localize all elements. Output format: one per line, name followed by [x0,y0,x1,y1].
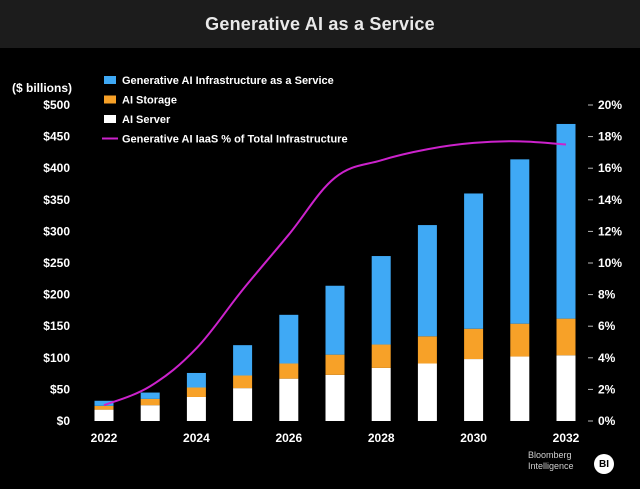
y-tick-label-right: 4% [598,351,616,365]
bar-ai-storage [279,363,299,379]
legend-swatch [104,76,116,84]
bar-genai-iaas [325,285,345,355]
y-tick-label-left: $300 [43,224,70,238]
bar-ai-server [186,396,206,421]
bar-ai-server [233,388,253,421]
bar-ai-server [279,378,299,421]
source-line-1: Bloomberg [528,450,572,460]
y-tick-label-left: $50 [50,382,70,396]
bar-ai-server [325,374,345,421]
x-tick-label: 2028 [368,431,395,445]
y-tick-label-left: $0 [57,414,71,428]
bar-ai-server [510,356,530,421]
bar-ai-server [417,363,437,421]
bar-ai-storage [325,354,345,375]
y-tick-label-right: 12% [598,224,622,238]
bar-ai-storage [371,344,391,368]
y-tick-label-right: 18% [598,130,622,144]
bar-genai-iaas [510,159,530,324]
legend-label: AI Server [122,114,171,126]
y-tick-label-left: $150 [43,319,70,333]
bar-ai-storage [94,405,114,410]
bar-ai-storage [233,375,253,389]
bloomberg-logo-icon: BI [594,454,614,474]
bar-ai-server [94,409,114,421]
bar-ai-storage [556,318,576,356]
bar-genai-iaas [186,372,206,388]
y-tick-label-left: $100 [43,351,70,365]
x-tick-label: 2024 [183,431,210,445]
bar-ai-storage [186,387,206,397]
bar-genai-iaas [94,400,114,406]
y-tick-label-right: 20% [598,98,622,112]
bar-ai-storage [510,323,530,357]
y-axis-label-left: ($ billions) [12,81,72,95]
legend-label: Generative AI Infrastructure as a Servic… [122,75,334,87]
x-tick-label: 2026 [275,431,302,445]
line-genai-iaas-pct [103,140,567,407]
bar-genai-iaas [140,392,160,399]
legend-swatch [104,115,116,123]
y-tick-label-left: $500 [43,98,70,112]
x-tick-label: 2032 [553,431,580,445]
y-tick-label-right: 0% [598,414,616,428]
bar-ai-storage [140,398,160,406]
y-tick-label-left: $450 [43,130,70,144]
y-tick-label-right: 14% [598,193,622,207]
bar-ai-server [556,355,576,421]
y-tick-label-right: 16% [598,161,622,175]
bar-genai-iaas [417,225,437,337]
chart-axes: $0 $50 $100 $150 $200 $250 $300 $350 $400 $450 $50… [43,98,622,445]
legend-label: Generative AI IaaS % of Total Infrastruc… [122,134,348,146]
bar-ai-storage [417,336,437,364]
y-tick-label-right: 2% [598,382,616,396]
title-bar: Generative AI as a Service [0,0,640,48]
bar-ai-server [371,367,391,421]
y-tick-label-left: $400 [43,161,70,175]
y-tick-label-left: $250 [43,256,70,270]
y-tick-label-right: 6% [598,319,616,333]
chart-title: Generative AI as a Service [205,13,435,34]
bar-genai-iaas [556,123,576,319]
y-tick-label-right: 8% [598,288,616,302]
bar-genai-iaas [464,193,484,329]
source-line-2: Intelligence [528,461,574,471]
source-credit: Bloomberg Intelligence [528,450,574,472]
bar-ai-storage [464,328,484,360]
bar-genai-iaas [233,345,253,376]
legend-swatch [104,95,116,104]
bar-ai-server [464,359,484,421]
chart-bars [94,123,576,421]
y-tick-label-left: $350 [43,193,70,207]
bar-genai-iaas [279,314,299,364]
bar-ai-server [140,405,160,421]
chart-legend: Generative AI Infrastructure as a Servic… [102,75,348,146]
x-tick-label: 2030 [460,431,487,445]
chart-line [103,140,567,407]
y-tick-label-left: $200 [43,288,70,302]
bar-genai-iaas [371,256,391,345]
x-tick-label: 2022 [91,431,118,445]
legend-label: AI Storage [122,95,177,107]
y-tick-label-right: 10% [598,256,622,270]
